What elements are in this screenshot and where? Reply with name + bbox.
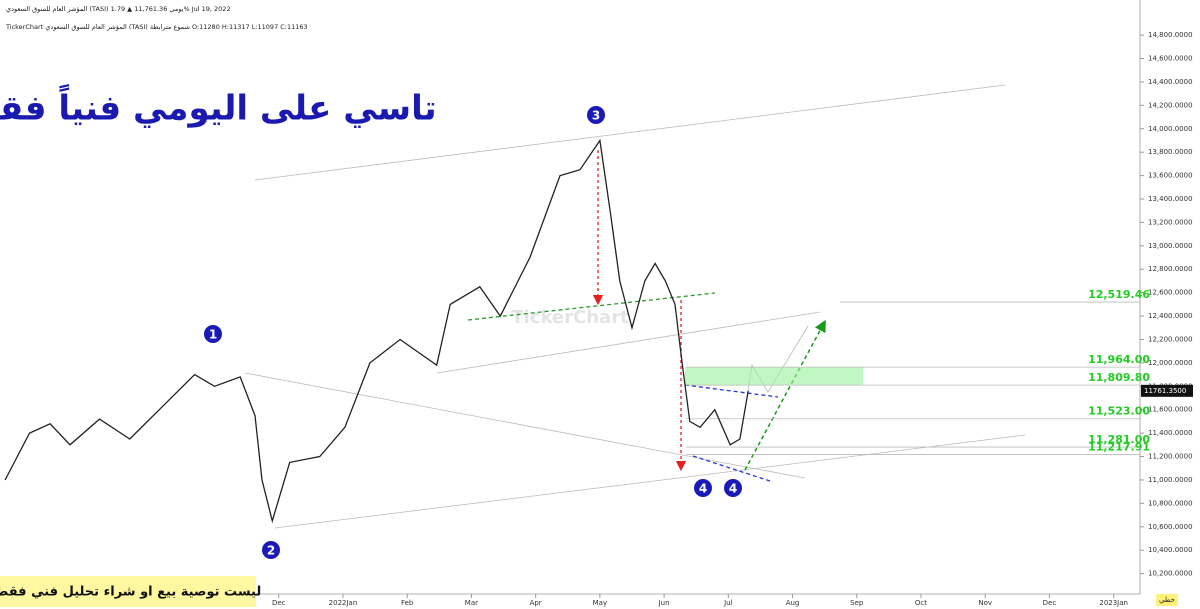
y-tick-label: 10,600.0000 — [1148, 523, 1193, 531]
wave-label: 3 — [592, 109, 600, 123]
wave-marker — [694, 479, 712, 497]
x-tick-label: 2022Jan — [329, 599, 358, 607]
level-label: 11,281.00 — [1088, 433, 1150, 446]
y-tick-label: 14,800.0000 — [1148, 31, 1193, 39]
x-tick-label: Dec — [272, 599, 286, 607]
y-tick-label: 11,600.0000 — [1148, 406, 1193, 414]
y-tick-label: 10,400.0000 — [1148, 546, 1193, 554]
header-line: المؤشر العام للسوق السعودي (TASI) يومي 1… — [6, 5, 231, 13]
level-label: 11,809.80 — [1088, 371, 1150, 384]
level-label: 11,523.00 — [1088, 405, 1150, 418]
y-tick-label: 14,000.0000 — [1148, 125, 1193, 133]
x-tick-label: Jun — [658, 599, 670, 607]
wave-label: 4 — [729, 482, 737, 496]
x-tick-label: Feb — [401, 599, 414, 607]
y-tick-label: 12,800.0000 — [1148, 265, 1193, 273]
price-tag — [1141, 384, 1193, 397]
x-tick-label: 2023Jan — [1099, 599, 1128, 607]
wave-marker — [724, 479, 742, 497]
price-tag-label: 11761.3500 — [1144, 387, 1186, 395]
x-tick-label: May — [593, 599, 607, 607]
y-tick-label: 13,800.0000 — [1148, 148, 1193, 156]
x-tick-label: Oct — [915, 599, 927, 607]
target-zone — [685, 367, 863, 386]
wedge-line — [684, 384, 779, 398]
x-tick-label: Nov — [978, 599, 992, 607]
wave-label: 2 — [267, 544, 275, 558]
wave-marker — [262, 541, 280, 559]
watermark: TickerChart — [511, 307, 629, 328]
wave-marker — [587, 106, 605, 124]
header-line: TickerChart المؤشر العام للسوق السعودي (… — [5, 23, 308, 31]
disclaimer: ليست توصية بيع او شراء تحليل فني فقط — [0, 585, 261, 600]
level-label: 11,964.00 — [1088, 353, 1150, 366]
disclaimer-box — [0, 576, 256, 607]
x-tick-label: Aug — [786, 599, 800, 607]
y-tick-label: 12,200.0000 — [1148, 335, 1193, 343]
x-tick-label: Apr — [530, 599, 542, 607]
mode-label: خطي — [1159, 596, 1175, 604]
x-tick-label: Jul — [723, 599, 733, 607]
x-tick-label: Dec — [1043, 599, 1057, 607]
y-tick-label: 14,400.0000 — [1148, 78, 1193, 86]
y-tick-label: 10,200.0000 — [1148, 570, 1193, 578]
chart-title: تاسي على اليومي فنياً فقط — [0, 83, 437, 128]
trend-lines — [244, 84, 1026, 529]
wedge-line — [692, 455, 771, 482]
y-tick-label: 12,600.0000 — [1148, 289, 1193, 297]
y-tick-label: 11,000.0000 — [1148, 476, 1193, 484]
y-tick-label: 14,600.0000 — [1148, 55, 1193, 63]
wave-label: 1 — [209, 328, 217, 342]
y-tick-label: 12,400.0000 — [1148, 312, 1193, 320]
level-label: 12,519.46 — [1088, 288, 1150, 301]
y-tick-label: 13,400.0000 — [1148, 195, 1193, 203]
y-tick-label: 13,600.0000 — [1148, 172, 1193, 180]
y-tick-label: 13,000.0000 — [1148, 242, 1193, 250]
y-tick-label: 14,200.0000 — [1148, 101, 1193, 109]
y-tick-label: 13,200.0000 — [1148, 218, 1193, 226]
x-tick-label: Mar — [465, 599, 478, 607]
price-line — [4, 138, 749, 524]
y-tick-label: 11,200.0000 — [1148, 453, 1193, 461]
y-tick-label: 10,800.0000 — [1148, 499, 1193, 507]
x-tick-label: Sep — [850, 599, 864, 607]
wave-label: 4 — [699, 482, 707, 496]
wave-marker — [204, 325, 222, 343]
y-tick-label: 12,000.0000 — [1148, 359, 1193, 367]
mode-box — [1156, 594, 1178, 606]
y-tick-label: 11,400.0000 — [1148, 429, 1193, 437]
arrow — [744, 319, 826, 471]
level-label: 11,217.91 — [1088, 440, 1150, 453]
